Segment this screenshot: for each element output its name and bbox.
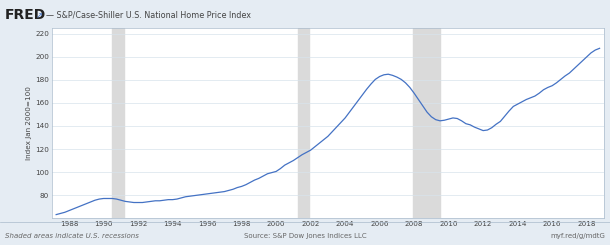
Text: ↗: ↗ [35, 11, 42, 20]
Bar [112, 28, 124, 218]
Bar [298, 28, 309, 218]
Text: Source: S&P Dow Jones Indices LLC: Source: S&P Dow Jones Indices LLC [243, 233, 367, 239]
Text: — S&P/Case-Shiller U.S. National Home Price Index: — S&P/Case-Shiller U.S. National Home Pr… [46, 11, 251, 20]
Y-axis label: Index Jan 2000=100: Index Jan 2000=100 [26, 86, 32, 160]
Bar [413, 28, 440, 218]
Text: Shaded areas indicate U.S. recessions: Shaded areas indicate U.S. recessions [5, 233, 138, 239]
Text: FRED: FRED [5, 9, 46, 23]
Text: myf.red/g/mdtG: myf.red/g/mdtG [550, 233, 605, 239]
